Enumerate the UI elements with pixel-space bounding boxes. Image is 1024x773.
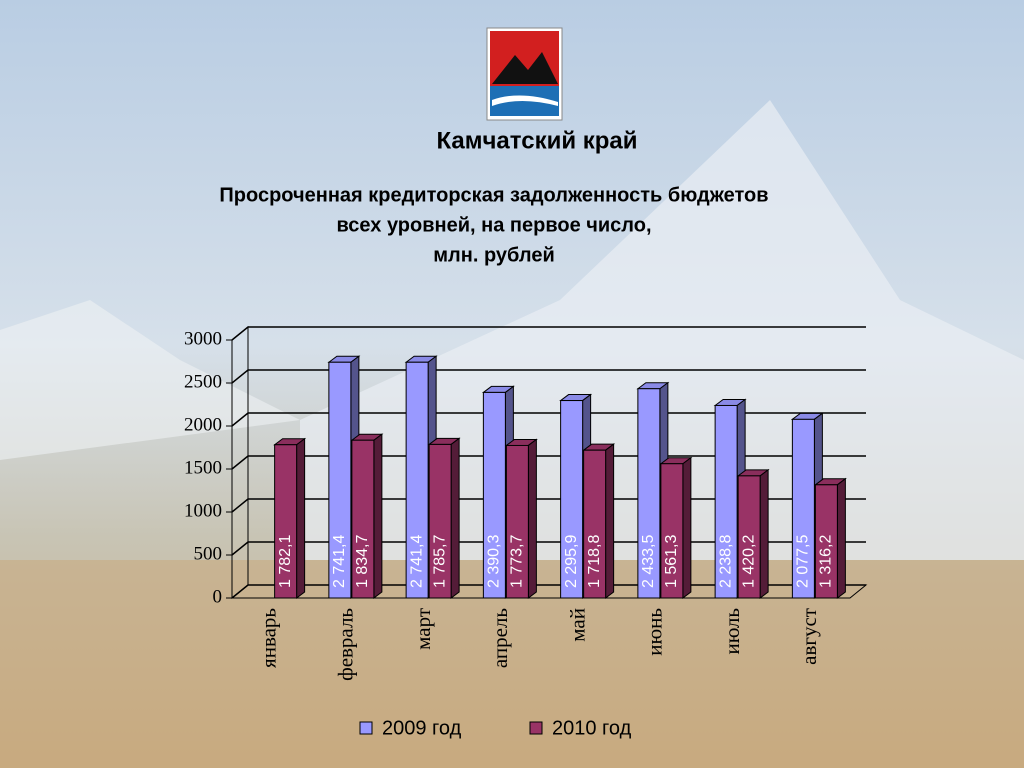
value-label: 1 561,3 <box>663 535 680 588</box>
bar <box>560 400 584 599</box>
bar <box>428 443 452 599</box>
value-label: 1 834,7 <box>354 535 371 588</box>
legend-swatch <box>359 721 373 735</box>
y-tick-label: 2500 <box>184 371 222 392</box>
bar <box>814 484 838 599</box>
bar-side <box>605 443 615 599</box>
y-tick-label: 1000 <box>184 500 222 521</box>
value-label: 2 741,4 <box>331 535 348 588</box>
chart-title: млн. рублей <box>433 244 554 266</box>
y-tick-label: 3000 <box>184 328 222 349</box>
x-tick-label: июнь <box>643 608 667 656</box>
header: Камчатский край <box>436 127 637 154</box>
bar <box>482 391 506 599</box>
x-tick-label: июль <box>720 608 744 654</box>
bar <box>328 361 352 599</box>
chart-title: Просроченная кредиторская задолженность … <box>219 184 768 206</box>
value-label: 2 238,8 <box>717 535 734 588</box>
value-label: 1 785,7 <box>431 535 448 588</box>
bar <box>791 418 815 599</box>
value-label: 1 773,7 <box>509 535 526 588</box>
bar-side <box>836 477 846 599</box>
x-tick-label: апрель <box>488 608 512 668</box>
value-label: 1 316,2 <box>818 535 835 588</box>
x-tick-label: май <box>565 608 589 642</box>
value-label: 1 420,2 <box>740 535 757 588</box>
bar <box>737 475 761 599</box>
bar <box>714 404 738 599</box>
bar <box>351 439 375 599</box>
logo <box>486 27 563 121</box>
legend-label: 2010 год <box>552 717 632 739</box>
mountain-left <box>0 300 300 460</box>
x-tick-label: март <box>411 608 435 650</box>
y-tick-label: 0 <box>213 586 223 607</box>
grid-line <box>231 326 866 341</box>
y-tick-label: 1500 <box>184 457 222 478</box>
bar-side <box>450 437 460 599</box>
value-label: 2 433,5 <box>640 535 657 588</box>
x-tick-label: февраль <box>334 608 358 681</box>
value-label: 1 718,8 <box>586 535 603 588</box>
bar-side <box>759 468 769 599</box>
grid-line <box>231 369 866 384</box>
bar <box>505 444 529 599</box>
bar <box>637 388 661 599</box>
bar-side <box>682 456 692 599</box>
value-label: 2 741,4 <box>408 535 425 588</box>
bar-side <box>527 438 537 599</box>
value-label: 1 782,1 <box>277 535 294 588</box>
bar <box>405 361 429 599</box>
bar-side <box>296 437 306 599</box>
value-label: 2 390,3 <box>486 535 503 588</box>
bar <box>660 463 684 599</box>
legend-swatch <box>529 721 543 735</box>
value-label: 2 295,9 <box>563 535 580 588</box>
legend-label: 2009 год <box>382 717 462 739</box>
value-label: 2 077,5 <box>795 535 812 588</box>
bar <box>583 449 607 599</box>
x-tick-label: январь <box>256 608 280 668</box>
bar-side <box>373 433 383 599</box>
chart-title: всех уровней, на первое число, <box>336 214 651 236</box>
bar <box>274 444 298 599</box>
mountain <box>300 100 1024 560</box>
y-tick-label: 500 <box>194 543 223 564</box>
x-tick-label: август <box>797 608 821 665</box>
y-tick-label: 2000 <box>184 414 222 435</box>
